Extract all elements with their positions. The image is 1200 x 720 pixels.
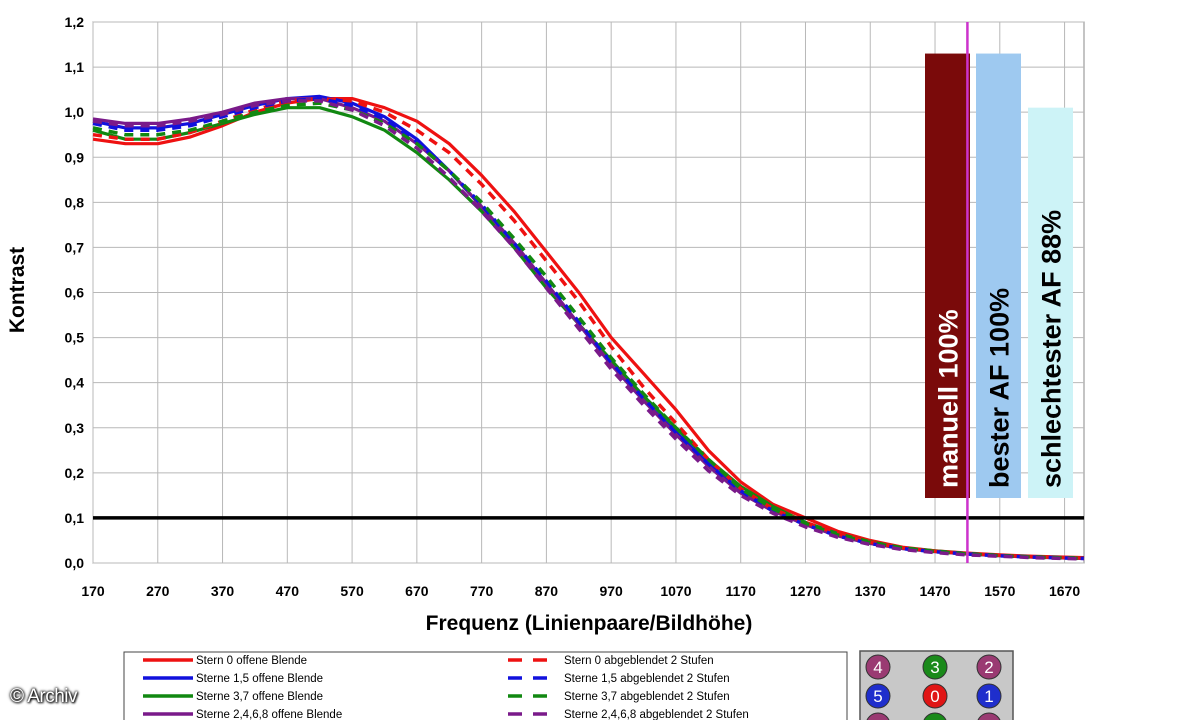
x-axis-label: Frequenz (Linienpaare/Bildhöhe) [426, 612, 753, 635]
star-circle-label: 4 [873, 658, 882, 677]
x-tick-label: 1470 [919, 583, 950, 599]
y-tick-label: 0,6 [65, 285, 85, 301]
legend-entry: Sterne 2,4,6,8 offene Blende [196, 709, 342, 720]
legend-entry: Sterne 3,7 offene Blende [196, 691, 323, 703]
focus-bars: manuell 100% bester AF 100% schlechtester … [925, 53, 1073, 499]
star-circle-label: 3 [930, 658, 939, 677]
focus-bar [925, 53, 970, 498]
focus-bar-label: manuell 100% [934, 309, 964, 488]
star-circle [976, 654, 1002, 680]
star-circle-label: 5 [873, 687, 882, 706]
x-tick-label: 670 [405, 583, 429, 599]
star-circle-label: 0 [930, 687, 939, 706]
y-tick-label: 0,0 [65, 555, 85, 571]
star-circle [866, 712, 890, 720]
x-tick-label: 1370 [855, 583, 886, 599]
star-circle [923, 712, 947, 720]
credit-text: © Archiv [10, 686, 78, 707]
legend-entry: Sterne 2,4,6,8 abgeblendet 2 Stufen [564, 709, 749, 720]
legend-entry: Stern 0 abgeblendet 2 Stufen [564, 655, 714, 667]
reference-lines [93, 22, 1084, 563]
axes: 170 270 370 470 570 670 770 870 970 1070 1170 1270 1… [65, 14, 1081, 599]
star-circle [976, 683, 1002, 709]
x-tick-label: 1270 [790, 583, 821, 599]
y-tick-label: 0,9 [65, 149, 85, 165]
focus-bar-label: bester AF 100% [985, 288, 1015, 488]
x-tick-label: 1070 [660, 583, 691, 599]
x-tick-label: 570 [340, 583, 364, 599]
star-circle [922, 654, 948, 680]
legend-entry: Sterne 1,5 abgeblendet 2 Stufen [564, 673, 730, 685]
star-indicator: 4 3 2 5 0 1 [859, 650, 1014, 720]
legend-entry: Sterne 3,7 abgeblendet 2 Stufen [564, 691, 730, 703]
x-tick-label: 1670 [1049, 583, 1080, 599]
y-tick-label: 1,0 [65, 104, 85, 120]
legend-entry: Stern 0 offene Blende [196, 655, 307, 667]
x-tick-label: 170 [81, 583, 105, 599]
y-tick-label: 0,3 [65, 420, 85, 436]
y-tick-label: 0,1 [65, 510, 85, 526]
star-circle-label: 1 [984, 687, 993, 706]
x-tick-label: 370 [211, 583, 235, 599]
focus-bar-label: schlechtester AF 88% [1037, 210, 1067, 488]
series-line [92, 99, 1085, 561]
legend: Stern 0 offene Blende Sterne 1,5 offene B… [123, 651, 848, 720]
x-tick-label: 1570 [984, 583, 1015, 599]
focus-bar [976, 53, 1021, 498]
x-tick-label: 1170 [726, 583, 757, 599]
y-tick-label: 0,8 [65, 194, 85, 210]
x-tick-label: 270 [146, 583, 170, 599]
x-tick-label: 470 [276, 583, 300, 599]
legend-box [123, 651, 848, 720]
star-circle-label: 2 [984, 658, 993, 677]
y-axis-label: Kontrast [6, 247, 29, 333]
y-tick-label: 0,2 [65, 465, 85, 481]
legend-entry: Sterne 1,5 offene Blende [196, 673, 323, 685]
star-circle [865, 683, 891, 709]
star-circle [977, 712, 1001, 720]
x-tick-label: 770 [470, 583, 494, 599]
focus-bar [1028, 107, 1073, 499]
star-circle [922, 683, 948, 709]
y-tick-label: 1,2 [65, 14, 85, 30]
y-tick-label: 0,5 [65, 330, 85, 346]
x-tick-label: 870 [535, 583, 559, 599]
star-circle [865, 654, 891, 680]
x-tick-label: 970 [599, 583, 623, 599]
y-tick-label: 1,1 [65, 59, 85, 75]
y-tick-label: 0,7 [65, 239, 85, 255]
series-lines [92, 94, 1085, 561]
y-tick-label: 0,4 [65, 375, 85, 391]
